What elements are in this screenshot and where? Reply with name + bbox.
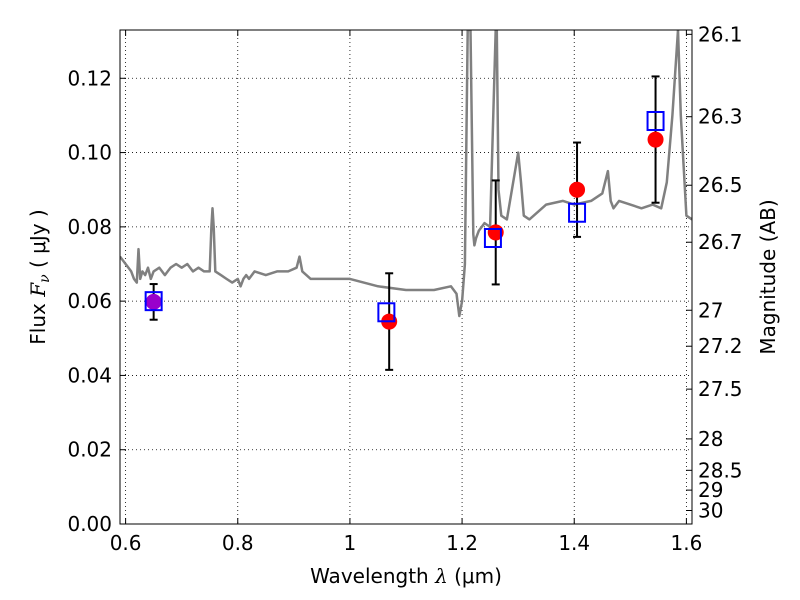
plot-frame xyxy=(119,29,693,525)
magnitude-tick-label: 27 xyxy=(698,298,723,322)
x-tick-label: 1.6 xyxy=(670,531,702,555)
observed-points xyxy=(145,131,664,330)
y-tick-label: 0.02 xyxy=(67,438,112,462)
observed-point xyxy=(569,181,586,198)
y-tick-label: 0.06 xyxy=(67,289,112,313)
x-axis-label: Wavelength λ (μm) xyxy=(310,564,502,588)
x-axis-label-unit: (μm) xyxy=(448,564,502,588)
model-square xyxy=(144,291,163,312)
y-axis-label-prefix: Flux xyxy=(26,297,50,345)
magnitude-tick-label: 26.5 xyxy=(698,173,743,197)
flux-subscript: ν xyxy=(37,274,53,283)
x-axis: 0.6 0.8 1 1.2 1.4 1.6 xyxy=(110,30,702,555)
y-axis-label: Flux Fν ( μJy ) xyxy=(26,209,53,344)
x-tick-label: 0.6 xyxy=(110,531,142,555)
model-sed-line xyxy=(120,30,692,318)
model-square xyxy=(377,302,396,323)
x-tick-label: 1.4 xyxy=(558,531,590,555)
error-bars xyxy=(149,75,660,371)
magnitude-tick-label: 26.7 xyxy=(698,230,743,254)
magnitude-axis-label: Magnitude (AB) xyxy=(756,199,780,354)
model-square xyxy=(483,228,502,248)
observed-point xyxy=(647,131,664,148)
magnitude-tick-label: 30 xyxy=(698,499,723,523)
x-tick-label: 1 xyxy=(344,531,357,555)
magnitude-tick-label: 28 xyxy=(698,427,723,451)
y-tick-label: 0.00 xyxy=(67,512,112,536)
y-axis: 0.00 0.02 0.04 0.06 0.08 0.10 0.12 xyxy=(67,66,126,536)
observed-point xyxy=(145,293,162,310)
model-squares xyxy=(144,111,665,323)
y-tick-label: 0.04 xyxy=(67,363,112,387)
model-square xyxy=(568,202,587,223)
magnitude-tick-label: 28.5 xyxy=(698,458,743,482)
magnitude-tick-label: 27.5 xyxy=(698,377,743,401)
model-sed-layer xyxy=(120,30,692,318)
y-tick-label: 0.08 xyxy=(67,215,112,239)
y-tick-label: 0.10 xyxy=(67,141,112,165)
y-tick-label: 0.12 xyxy=(67,66,112,90)
magnitude-tick-label: 29 xyxy=(698,478,723,502)
flux-symbol: F xyxy=(26,282,50,298)
x-tick-label: 1.2 xyxy=(446,531,478,555)
magnitude-tick-label: 26.3 xyxy=(698,105,743,129)
grid xyxy=(120,30,692,525)
lambda-symbol: λ xyxy=(434,564,448,588)
y-axis-label-unit: ( μJy ) xyxy=(26,209,50,274)
model-square xyxy=(646,111,665,131)
magnitude-tick-label: 26.1 xyxy=(698,22,743,46)
x-axis-label-prefix: Wavelength xyxy=(310,564,435,588)
x-tick-label: 0.8 xyxy=(222,531,254,555)
magnitude-tick-label: 27.2 xyxy=(698,334,743,358)
